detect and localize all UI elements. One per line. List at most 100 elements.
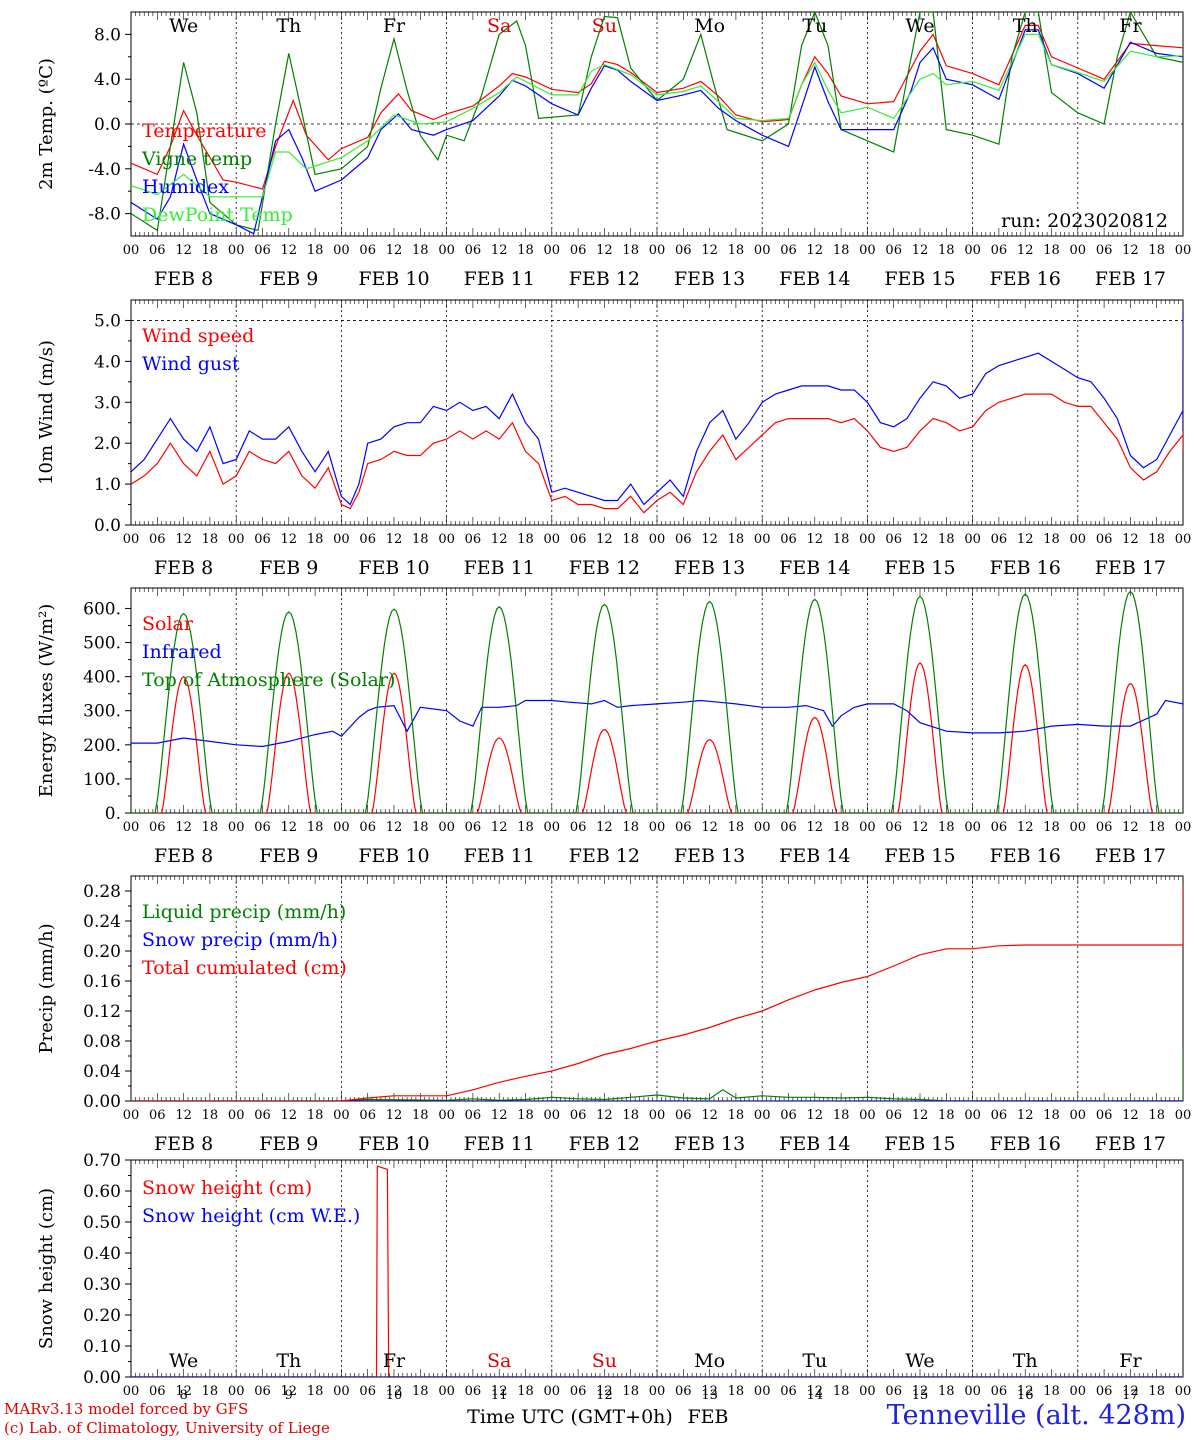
- x-tick-label: 00: [649, 532, 666, 547]
- day-number: 16: [1017, 1388, 1034, 1403]
- x-tick-label: 00: [123, 243, 140, 258]
- x-tick-label: 00: [1070, 820, 1087, 835]
- weekday-label: Th: [1013, 1350, 1038, 1372]
- x-tick-label: 18: [833, 1108, 850, 1123]
- series-line: [131, 33, 1183, 198]
- x-tick-label: 00: [438, 1108, 455, 1123]
- x-tick-label: 06: [885, 1108, 902, 1123]
- x-tick-label: 06: [780, 820, 797, 835]
- x-tick-label: 12: [386, 820, 403, 835]
- x-tick-label: 00: [859, 243, 876, 258]
- x-tick-label: 18: [938, 532, 955, 547]
- x-tick-label: 00: [544, 532, 561, 547]
- x-tick-label: 00: [544, 243, 561, 258]
- x-tick-label: 18: [1043, 243, 1060, 258]
- x-tick-label: 00: [964, 243, 981, 258]
- x-tick-label: 18: [622, 532, 639, 547]
- date-label: FEB 17: [1095, 268, 1166, 290]
- weekday-label: Su: [592, 15, 617, 37]
- x-tick-label: 00: [649, 1108, 666, 1123]
- x-tick-label: 00: [228, 532, 245, 547]
- x-tick-label: 18: [622, 1108, 639, 1123]
- y-tick-label: 5.0: [94, 311, 121, 331]
- y-tick-label: 2.0: [94, 434, 121, 454]
- x-tick-label: 12: [807, 532, 824, 547]
- x-tick-label: 18: [1148, 532, 1165, 547]
- x-tick-label: 18: [728, 1384, 745, 1399]
- x-tick-label: 06: [254, 1108, 271, 1123]
- x-tick-label: 00: [1070, 532, 1087, 547]
- x-tick-label: 12: [701, 1108, 718, 1123]
- legend-entry: Vigne temp: [141, 148, 252, 170]
- x-tick-label: 06: [359, 532, 376, 547]
- y-tick-label: 0.0: [94, 516, 121, 536]
- y-tick-label: 0.0: [94, 115, 121, 135]
- y-tick-label: 0.12: [83, 1002, 121, 1022]
- x-tick-label: 18: [307, 532, 324, 547]
- x-tick-label: 12: [386, 243, 403, 258]
- x-tick-label: 18: [622, 243, 639, 258]
- weekday-label: Mo: [694, 1350, 725, 1372]
- date-label: FEB 12: [569, 557, 640, 579]
- x-tick-label: 06: [359, 1108, 376, 1123]
- x-tick-label: 12: [281, 532, 298, 547]
- y-tick-label: 600.: [83, 599, 121, 619]
- series-line: [131, 883, 1183, 1101]
- x-tick-label: 00: [649, 820, 666, 835]
- x-tick-label: 18: [517, 1384, 534, 1399]
- x-tick-label: 00: [859, 532, 876, 547]
- day-number: 17: [1122, 1388, 1139, 1403]
- date-label: FEB 16: [990, 1133, 1061, 1155]
- x-tick-label: 00: [859, 820, 876, 835]
- credit-lab: (c) Lab. of Climatology, University of L…: [4, 1419, 330, 1437]
- x-tick-label: 12: [491, 1108, 508, 1123]
- weekday-label: Fr: [1119, 15, 1142, 37]
- x-tick-label: 12: [596, 820, 613, 835]
- day-number: 8: [179, 1388, 187, 1403]
- y-tick-label: 1.0: [94, 475, 121, 495]
- x-tick-label: 06: [991, 243, 1008, 258]
- x-tick-label: 18: [938, 1108, 955, 1123]
- x-tick-label: 00: [123, 1108, 140, 1123]
- x-tick-label: 06: [780, 1384, 797, 1399]
- y-tick-label: 0.28: [83, 882, 121, 902]
- date-label: FEB 15: [884, 557, 955, 579]
- series-line: [131, 361, 1183, 514]
- x-tick-label: 06: [675, 532, 692, 547]
- x-tick-label: 12: [701, 820, 718, 835]
- x-tick-label: 06: [149, 243, 166, 258]
- x-tick-label: 00: [1175, 1384, 1192, 1399]
- weekday-label: Fr: [1119, 1350, 1142, 1372]
- series-line: [131, 24, 1183, 190]
- date-label: FEB 12: [569, 845, 640, 867]
- panel-4: [125, 875, 1184, 1102]
- x-tick-label: 00: [333, 1384, 350, 1399]
- station-name: Tenneville (alt. 428m): [886, 1400, 1186, 1431]
- date-label: FEB 15: [884, 1133, 955, 1155]
- x-tick-label: 18: [412, 1384, 429, 1399]
- x-tick-label: 00: [333, 243, 350, 258]
- date-label: FEB 13: [674, 1133, 745, 1155]
- x-tick-label: 18: [728, 243, 745, 258]
- x-tick-label: 12: [596, 1384, 613, 1399]
- y-tick-label: 4.0: [94, 70, 121, 90]
- x-tick-label: 06: [991, 1108, 1008, 1123]
- x-tick-label: 00: [859, 1384, 876, 1399]
- x-tick-label: 12: [912, 243, 929, 258]
- x-tick-label: 06: [991, 1384, 1008, 1399]
- x-tick-label: 06: [675, 1108, 692, 1123]
- x-tick-label: 00: [964, 532, 981, 547]
- hour-ticks: [130, 1160, 1184, 1377]
- x-tick-label: 06: [570, 1108, 587, 1123]
- x-tick-label: 06: [675, 820, 692, 835]
- x-tick-label: 18: [307, 243, 324, 258]
- weekday-label: Tu: [802, 15, 827, 37]
- day-number: 15: [912, 1388, 929, 1403]
- weekday-label: Tu: [802, 1350, 827, 1372]
- date-label: FEB 11: [464, 557, 535, 579]
- x-tick-label: 06: [149, 1384, 166, 1399]
- legend-entry: Infrared: [142, 641, 222, 663]
- x-tick-label: 06: [359, 820, 376, 835]
- date-label: FEB 14: [779, 845, 850, 867]
- y-tick-label: 0.70: [83, 1151, 121, 1171]
